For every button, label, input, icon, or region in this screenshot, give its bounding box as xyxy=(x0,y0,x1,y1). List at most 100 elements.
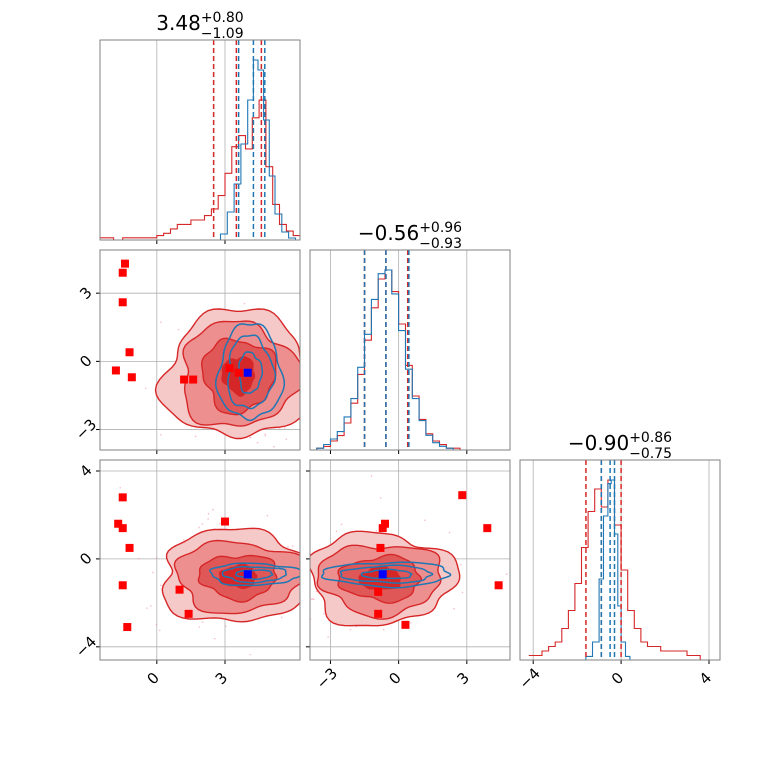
marker-red xyxy=(494,581,503,590)
scatter-point xyxy=(306,340,308,342)
hist-red-series xyxy=(310,269,461,450)
scatter-point xyxy=(453,607,455,610)
title-minus: −0.75 xyxy=(629,446,672,462)
scatter-point xyxy=(305,635,307,637)
scatter-point xyxy=(51,514,53,516)
y-tick-label: −4 xyxy=(72,633,100,661)
scatter-point xyxy=(159,584,162,587)
contour-blue-level-1 xyxy=(208,562,300,587)
title-value: 3.48 xyxy=(156,11,201,35)
contour-blue-level-2 xyxy=(339,564,434,584)
scatter-point xyxy=(461,591,464,594)
scatter-point xyxy=(287,546,289,548)
scatter-point xyxy=(144,387,147,390)
y-tick-label: 4 xyxy=(76,461,95,480)
scatter-point xyxy=(323,613,325,615)
scatter-point xyxy=(158,629,161,632)
marker-red xyxy=(374,587,383,596)
scatter-point xyxy=(313,344,315,346)
scatter-point xyxy=(207,513,210,515)
scatter-point xyxy=(379,497,382,499)
marker-red xyxy=(114,519,123,528)
scatter-point xyxy=(314,516,316,518)
marker-red xyxy=(180,375,189,384)
contour-panel-2-3 xyxy=(305,459,511,664)
panel-frame xyxy=(99,39,301,241)
scatter-point xyxy=(249,653,252,656)
scatter-point xyxy=(311,334,313,336)
scatter-point xyxy=(375,529,378,532)
scatter-point xyxy=(340,523,343,526)
scatter-point xyxy=(424,519,426,521)
scatter-point xyxy=(243,302,246,305)
scatter-point xyxy=(153,476,155,478)
scatter-point xyxy=(150,605,152,607)
title-value: −0.56 xyxy=(358,221,419,245)
scatter-point xyxy=(370,475,373,477)
scatter-point xyxy=(249,436,251,439)
scatter-point xyxy=(331,378,333,380)
scatter-point xyxy=(160,321,162,324)
scatter-point xyxy=(285,438,288,440)
panel-frame xyxy=(309,249,511,451)
hist-blue-series xyxy=(213,59,297,240)
marker-red xyxy=(127,373,136,382)
marker-red xyxy=(123,623,132,632)
scatter-point xyxy=(155,623,158,626)
panel-frame xyxy=(309,459,511,661)
scatter-point xyxy=(214,637,216,640)
marker-red xyxy=(483,524,492,533)
title-plus: +0.96 xyxy=(419,220,462,236)
title-minus: −1.09 xyxy=(201,26,244,42)
panel-frame xyxy=(519,459,721,661)
hist-blue-series xyxy=(310,269,454,450)
scatter-point xyxy=(317,439,319,441)
scatter-point xyxy=(317,516,319,518)
scatter-point xyxy=(281,616,283,619)
scatter-point xyxy=(194,435,197,438)
scatter-point xyxy=(339,421,341,423)
hist-panel-1: 3.48+0.80 −1.09 xyxy=(99,10,301,244)
scatter-point xyxy=(155,556,158,559)
scatter-point xyxy=(315,590,318,593)
scatter-point xyxy=(152,571,154,574)
marker-red xyxy=(118,524,127,533)
scatter-point xyxy=(448,531,451,534)
panel-title-2: −0.56+0.96 −0.93 xyxy=(358,220,462,252)
scatter-point xyxy=(410,622,412,624)
marker-blue xyxy=(243,368,252,377)
scatter-point xyxy=(219,522,221,525)
scatter-point xyxy=(138,557,140,560)
scatter-point xyxy=(272,453,274,455)
x-tick-label: −3 xyxy=(313,664,341,692)
hist-blue-series xyxy=(577,479,631,660)
scatter-point xyxy=(460,563,462,566)
scatter-point xyxy=(312,598,314,600)
x-tick-label: 0 xyxy=(608,669,627,688)
x-tick-label: 3 xyxy=(212,669,231,688)
scatter-point xyxy=(264,433,267,435)
panel-title-3: −0.90+0.86 −0.75 xyxy=(568,430,672,462)
marker-red xyxy=(125,348,134,357)
marker-red xyxy=(458,491,467,500)
scatter-point xyxy=(256,441,259,444)
scatter-point xyxy=(327,636,329,638)
contour-blue-level-2 xyxy=(221,566,288,584)
marker-red xyxy=(118,298,127,307)
marker-red xyxy=(381,519,389,528)
marker-red xyxy=(118,268,127,277)
contour-blue-level-1 xyxy=(320,561,452,589)
scatter-point xyxy=(119,486,122,489)
scatter-point xyxy=(333,322,335,324)
marker-red xyxy=(374,609,383,618)
scatter-point xyxy=(312,358,314,360)
title-value: −0.90 xyxy=(568,431,629,455)
scatter-point xyxy=(306,562,308,564)
marker-red xyxy=(376,543,385,552)
panel-frame xyxy=(99,459,301,661)
scatter-point xyxy=(283,427,286,429)
contour-blue-level-2 xyxy=(227,334,277,410)
scatter-point xyxy=(273,445,275,448)
